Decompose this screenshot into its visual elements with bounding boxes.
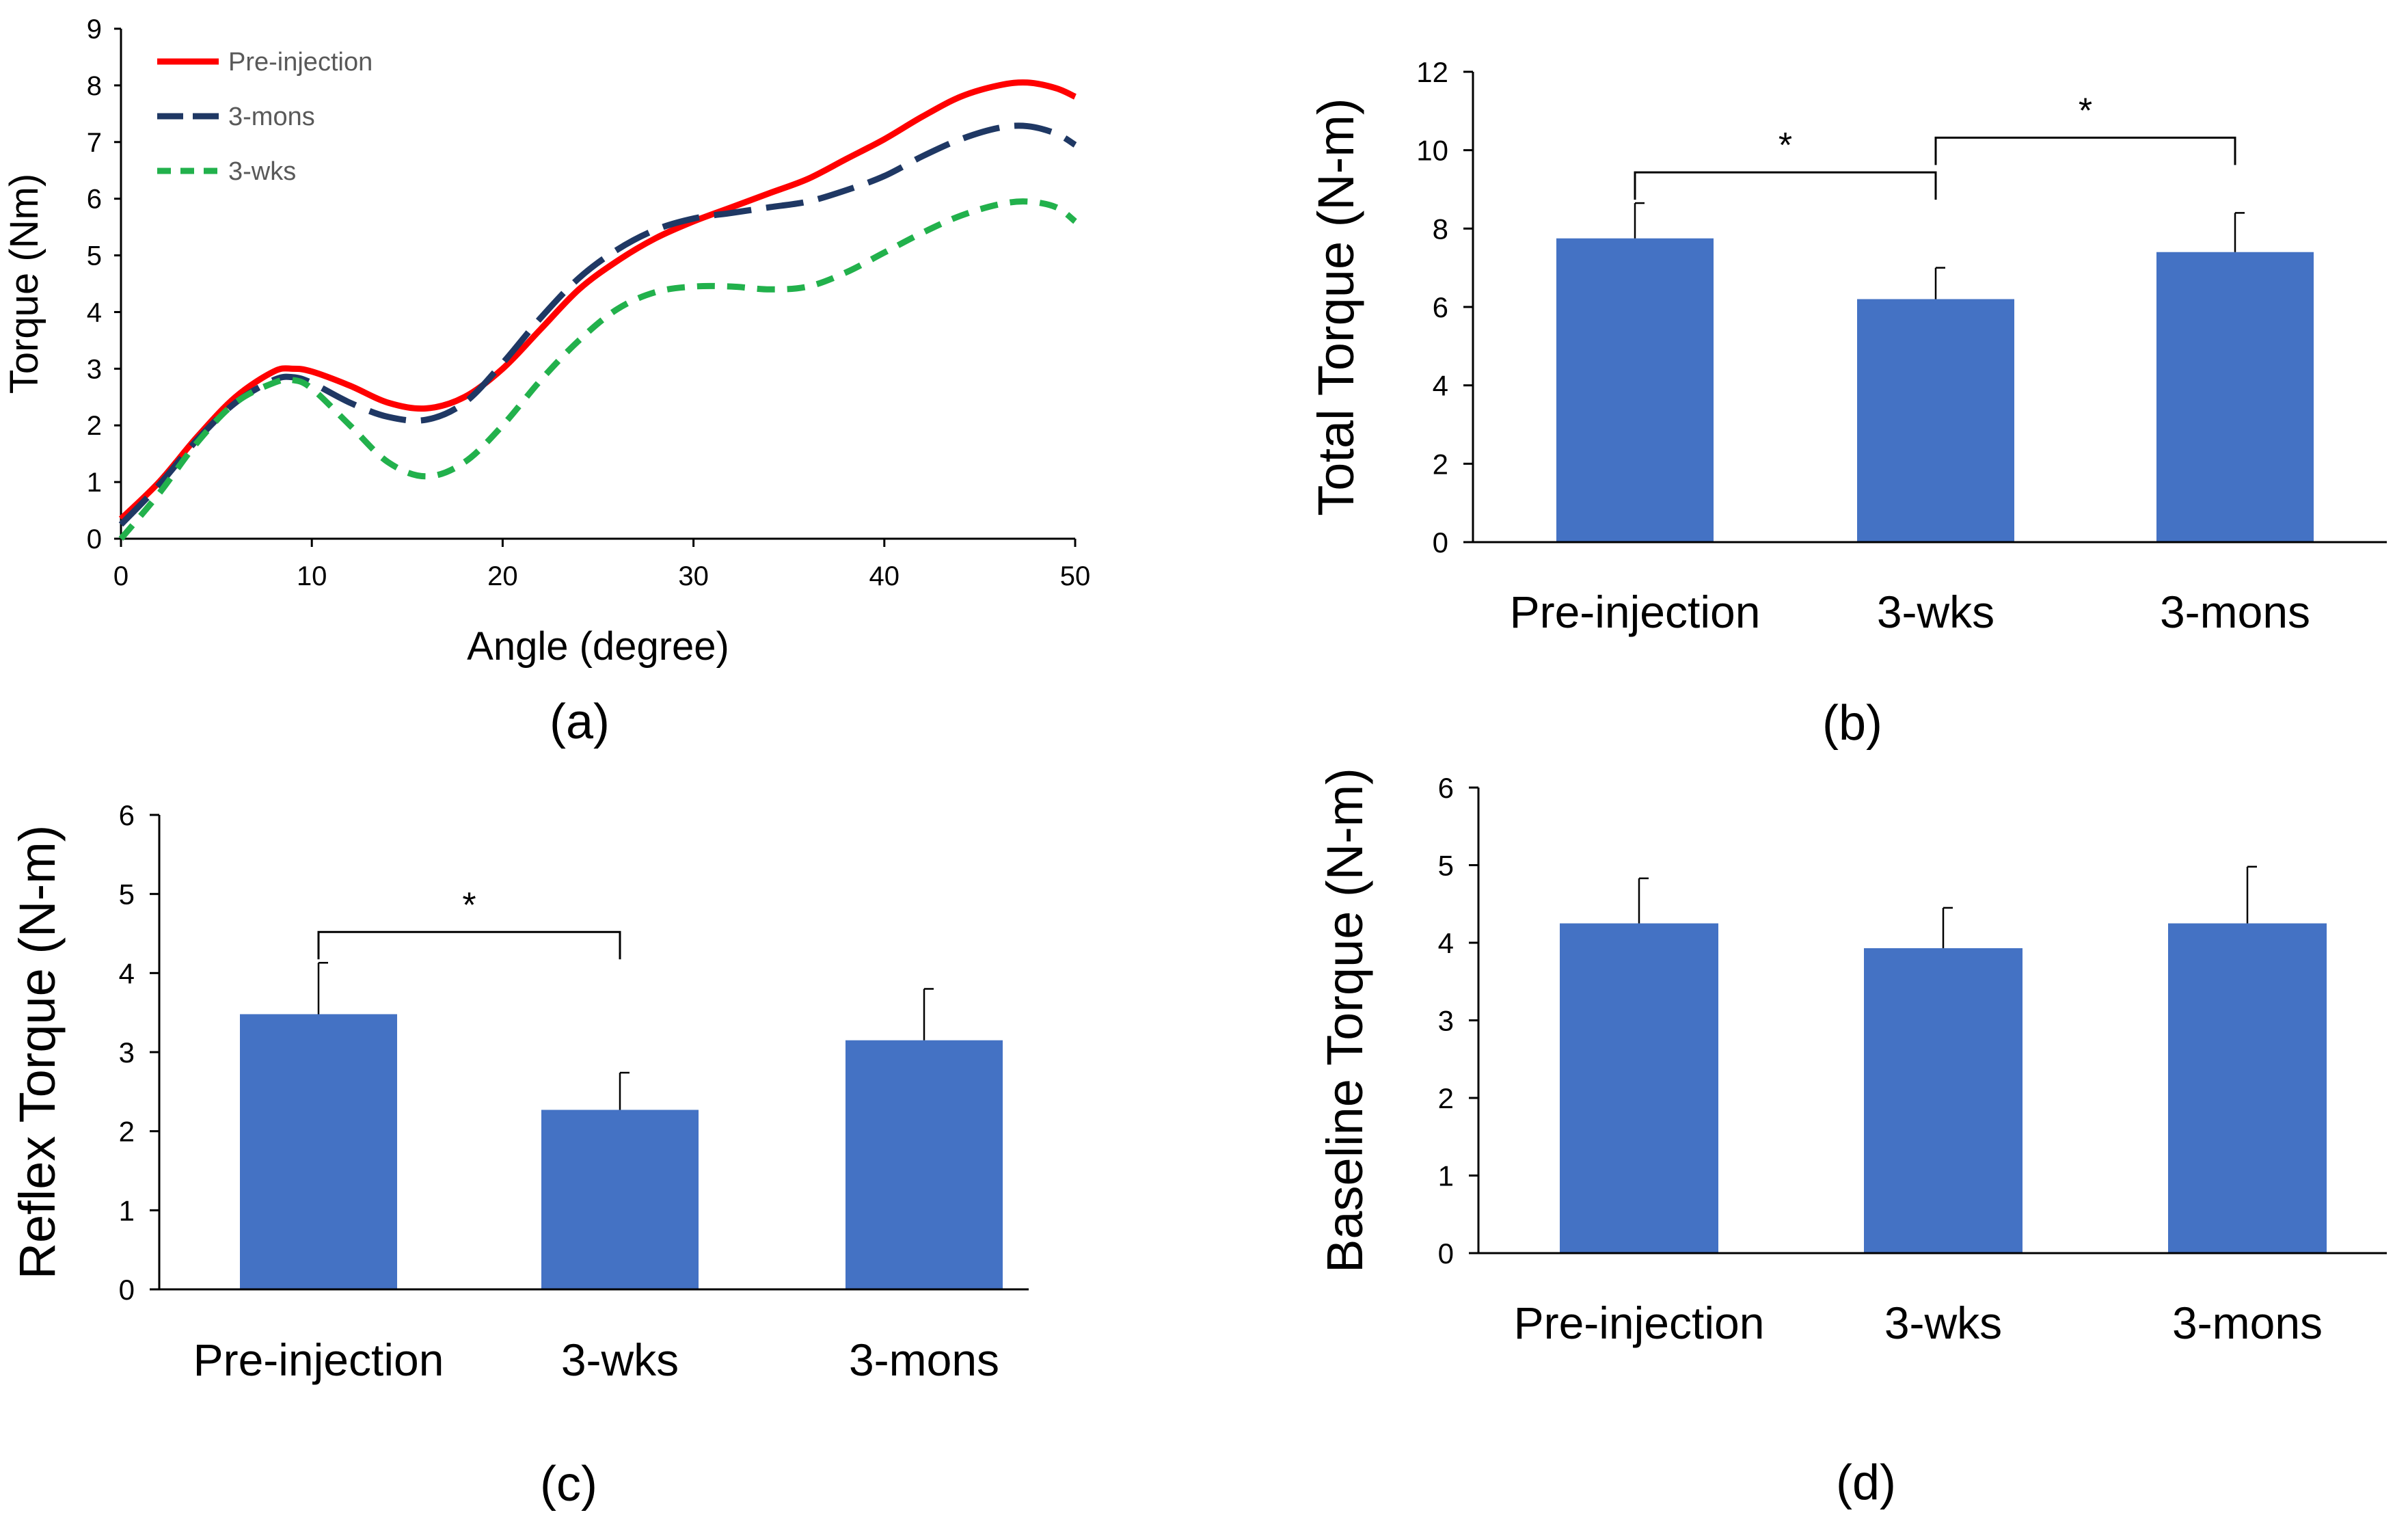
panel-d: 0 1 2 3 4 5 6 Pre-injection 3-wks 3-mons Baseline … [1316,768,2387,1510]
y-axis-title: Baseline Torque (N-m) [1316,768,1373,1273]
y-tick-label: 6 [1433,291,1448,323]
y-tick-label: 9 [87,14,102,44]
bar [1857,299,2014,542]
category-label: 3-mons [849,1334,999,1385]
y-tick-label: 4 [119,957,135,989]
series-line-pre-injection [118,79,1077,522]
bar [240,1014,397,1289]
y-tick-label: 1 [87,468,102,498]
panel-caption: (b) [1822,696,1882,751]
y-tick-label: 6 [87,185,102,215]
y-tick-label: 8 [87,71,102,101]
y-tick-label: 2 [1438,1082,1454,1114]
y-tick-label: 0 [119,1274,135,1306]
bar [2156,252,2314,542]
category-label: Pre-injection [1510,587,1761,637]
y-tick-label: 2 [87,411,102,441]
panel-caption: (c) [540,1457,597,1512]
bar [845,1040,1003,1289]
legend-label: 3-mons [228,103,315,131]
bar [1864,948,2023,1253]
y-tick-label: 1 [119,1194,135,1226]
y-tick-label: 6 [1438,772,1454,804]
y-tick-label: 4 [87,297,102,327]
y-tick-label: 5 [87,241,102,271]
legend: Pre-injection 3-mons 3-wks [157,48,373,186]
significance-bracket [317,930,621,960]
y-tick-label: 2 [1433,448,1448,480]
y-tick-label: 3 [1438,1005,1454,1037]
category-label: Pre-injection [193,1334,444,1385]
significance-star: * [462,885,476,925]
panel-a: 0 1 2 3 4 5 6 7 8 9 0 10 20 30 40 50 Torque (Nm) Angle (d… [2,14,1090,749]
panel-c: 0 1 2 3 4 5 6 Pre-injection 3-wks 3-mons * Reflex T… [9,799,1029,1512]
category-label: Pre-injection [1514,1298,1765,1348]
y-tick-label: 2 [119,1116,135,1148]
y-tick-label: 5 [119,878,135,911]
y-tick-label: 3 [87,354,102,384]
significance-star: * [1778,126,1792,165]
y-axis-title: Torque (Nm) [2,174,46,394]
panel-b: 0 2 4 6 8 10 12 Pre-injection 3-wks 3-mons * * Total… [1308,56,2387,751]
category-label: 3-wks [1877,587,1994,637]
panel-caption: (d) [1836,1455,1896,1510]
y-tick-label: 5 [1438,850,1454,882]
y-axis-title: Reflex Torque (N-m) [9,825,66,1280]
y-axis-title: Total Torque (N-m) [1308,98,1364,515]
x-tick-label: 50 [1060,561,1091,591]
y-tick-label: 4 [1438,927,1454,959]
significance-star: * [2079,91,2092,131]
category-label: 3-mons [2172,1298,2323,1348]
y-tick-label: 6 [119,799,135,831]
panel-caption: (a) [550,695,610,749]
y-tick-label: 10 [1416,135,1448,167]
category-label: 3-wks [561,1334,679,1385]
y-tick-label: 0 [1438,1237,1454,1270]
y-tick-label: 4 [1433,370,1448,402]
significance-bracket [1934,136,2236,165]
x-tick-label: 0 [113,561,128,591]
bar [541,1110,699,1289]
y-tick-label: 12 [1416,56,1448,88]
x-tick-label: 20 [487,561,518,591]
x-tick-label: 40 [869,561,900,591]
bar [1556,238,1714,542]
legend-label: Pre-injection [228,48,373,77]
category-label: 3-wks [1884,1298,2002,1348]
x-axis-title: Angle (degree) [467,624,729,669]
x-tick-label: 10 [297,561,327,591]
significance-bracket [1634,171,1937,200]
y-tick-label: 3 [119,1036,135,1069]
y-tick-label: 1 [1438,1160,1454,1192]
bar [1560,923,1718,1253]
x-tick-label: 30 [678,561,709,591]
legend-label: 3-wks [228,157,296,186]
bar [2168,923,2327,1253]
y-tick-label: 0 [1433,526,1448,559]
category-label: 3-mons [2160,587,2310,637]
series-line-3-wks [118,198,1077,541]
y-tick-label: 0 [87,524,102,554]
y-tick-label: 8 [1433,213,1448,245]
y-tick-label: 7 [87,128,102,158]
